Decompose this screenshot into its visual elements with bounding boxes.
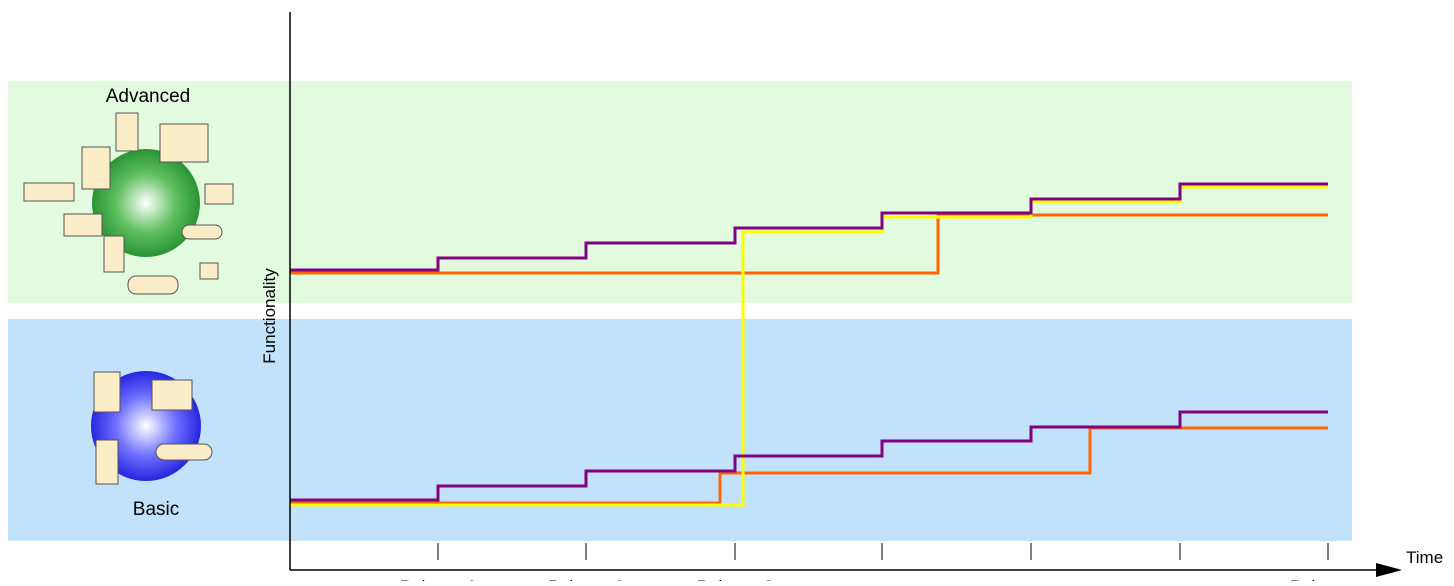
advanced-orange: [290, 213, 1328, 275]
x-axis-label: Time: [1406, 548, 1443, 567]
steps: [290, 182, 1328, 507]
advanced-label: Advanced: [106, 86, 191, 107]
basic-label: Basic: [133, 499, 179, 520]
advanced-purple: [290, 182, 1328, 272]
advanced-globe: [92, 149, 200, 257]
basic-icons: [93, 371, 213, 485]
y-axis-label: Functionality: [260, 268, 279, 364]
advanced-icons: [23, 112, 234, 295]
basic-band: [8, 319, 1352, 541]
x-axis-arrow: [1376, 563, 1402, 577]
release-label: Release 3: [697, 577, 774, 581]
release-label: Release n: [1290, 577, 1367, 581]
release-label: Release 2: [548, 577, 625, 581]
release-label: Release 1: [400, 577, 477, 581]
basic-purple: [290, 410, 1328, 502]
release-ticks: Release 1 Release 2 Release 3 Release n: [400, 543, 1367, 586]
